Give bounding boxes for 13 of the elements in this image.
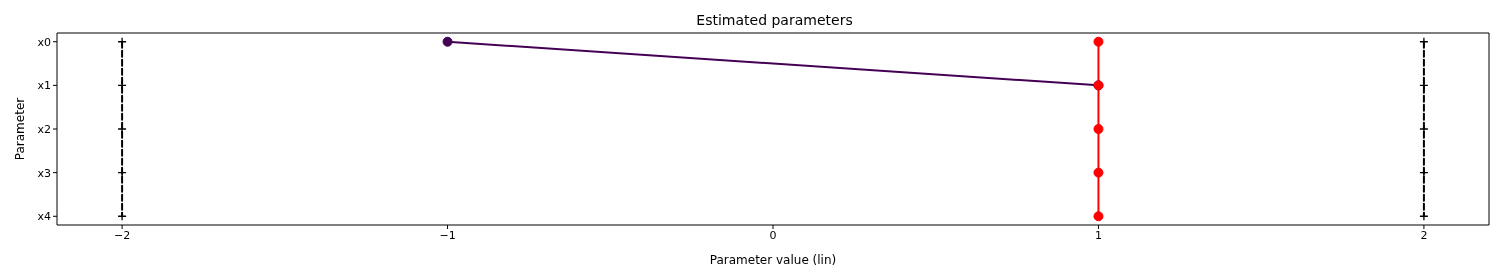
x-tick-label: 1 — [1094, 228, 1102, 242]
x-tick-label: −1 — [439, 228, 456, 242]
chart-title: Estimated parameters — [695, 11, 854, 30]
y-tick-label: x0 — [37, 35, 51, 49]
x-tick-label: 0 — [769, 228, 777, 242]
y-axis-title: Parameter — [13, 97, 28, 161]
x-tick-label: −2 — [113, 228, 131, 242]
y-tick-label: x2 — [37, 122, 51, 136]
x-axis-title: Parameter value (lin) — [709, 253, 837, 267]
x-tick-label: 2 — [1420, 228, 1428, 242]
y-tick-label: x3 — [37, 166, 51, 180]
y-tick-label: x4 — [37, 210, 51, 224]
y-tick-label: x1 — [37, 79, 51, 93]
